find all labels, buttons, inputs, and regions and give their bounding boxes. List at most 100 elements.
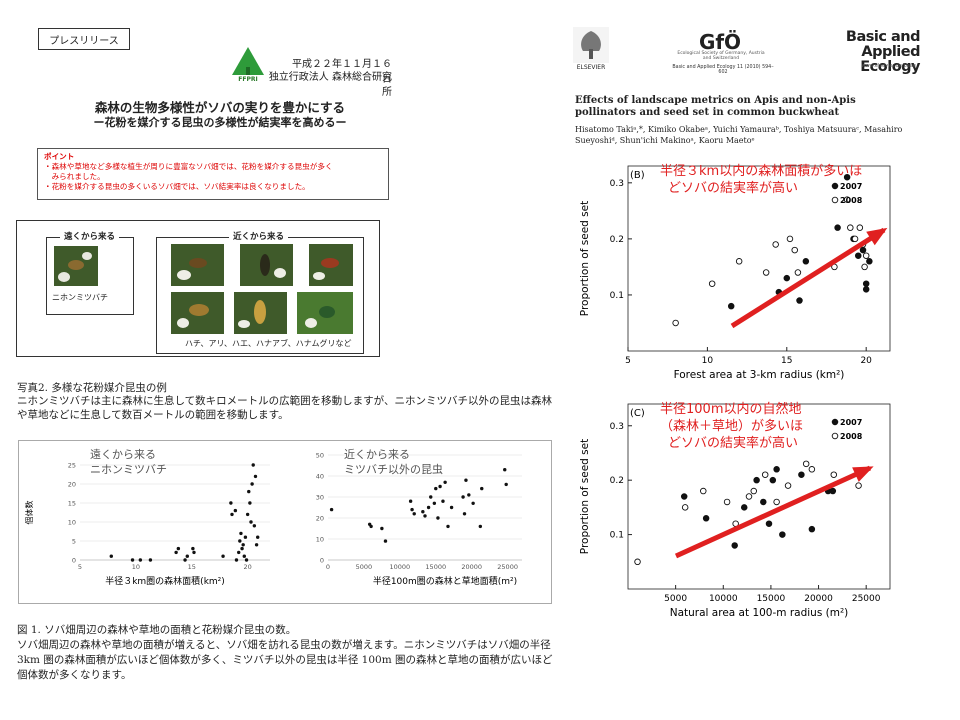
data-point-2007 — [859, 246, 867, 254]
chart-title-line: 近くから来る — [344, 448, 410, 461]
annotation-b-line: 半径３km以内の森林面積が多いほ — [660, 164, 863, 179]
data-point-2008 — [808, 466, 816, 473]
y-tick-label: 15 — [68, 500, 76, 508]
data-point — [239, 531, 243, 536]
data-point-2008 — [700, 487, 707, 495]
data-point — [441, 499, 445, 503]
data-point — [243, 535, 248, 539]
document-title: 森林の生物多様性がソバの実りを豊かにする — [94, 100, 346, 115]
gfo-society: Ecological Society of Germany, Austria a… — [677, 51, 765, 61]
data-point — [446, 524, 450, 529]
legend-marker — [831, 418, 839, 426]
data-point — [176, 546, 181, 551]
chart-title-line: ミツバチ以外の昆虫 — [344, 463, 443, 476]
y-tick-label: 30 — [316, 494, 324, 502]
data-point — [244, 558, 249, 562]
data-point-2007 — [731, 542, 738, 549]
y-tick-label: 20 — [316, 515, 324, 523]
y-tick-label: 0.1 — [610, 531, 624, 541]
annotation-c-line: 半径100m以内の自然地 — [660, 402, 802, 417]
x-axis-label: 半径100m圏の森林と草地面積(m²) — [373, 575, 517, 587]
plot-frame — [627, 165, 891, 352]
far-label: 遠くから来る — [60, 230, 120, 242]
data-point-2008 — [750, 487, 758, 495]
x-tick-label: 15000 — [425, 563, 446, 571]
data-point — [443, 480, 447, 484]
data-point — [245, 512, 250, 517]
organization-name: 独立行政法人 森林総合研究所 — [268, 72, 392, 98]
insect-photo-6 — [297, 292, 353, 334]
data-point — [237, 550, 241, 555]
logo-text: FFPRI — [238, 76, 258, 83]
x-axis-label: Forest area at 3-km radius (km²) — [674, 369, 845, 381]
data-point — [380, 526, 384, 531]
data-point-2008 — [762, 269, 770, 276]
y-tick-label: 10 — [68, 519, 76, 527]
data-point-2008 — [672, 319, 679, 327]
data-point — [191, 546, 195, 551]
insect-photo-1 — [171, 244, 224, 286]
data-point — [252, 524, 257, 528]
data-point-2007 — [769, 476, 777, 484]
x-axis-label: Natural area at 100-m radius (m²) — [670, 607, 849, 619]
x-tick-label: 10000 — [709, 594, 738, 604]
data-point-2008 — [862, 252, 870, 259]
non-apis-count-chart: 0 10 20 30 40 50 0 5000 10000 15000 20000 25000 近くから… — [316, 448, 522, 587]
data-point-2007 — [862, 280, 870, 287]
data-point — [130, 558, 135, 562]
data-point — [247, 489, 251, 494]
data-point — [256, 535, 260, 539]
data-point-2007 — [854, 252, 862, 259]
data-point-2008 — [784, 482, 792, 489]
data-point — [478, 524, 483, 529]
gfo-logo: GfÖ — [698, 30, 742, 54]
figure1-title: 図 1. ソバ畑周辺の森林や草地の面積と花粉媒介昆虫の数。 — [17, 624, 297, 636]
panel-label: (B) — [630, 170, 645, 181]
data-point — [383, 539, 388, 543]
point-line: みられました。 — [44, 172, 105, 181]
natural-area-seed-set-chart: 0.1 0.2 0.3 5000 10000 15000 20000 25000 (C) Natu… — [579, 403, 891, 619]
data-point-2007 — [796, 297, 803, 304]
data-point — [464, 478, 468, 482]
insect-photo-4 — [171, 292, 224, 334]
data-point-2007 — [760, 498, 767, 506]
data-point — [251, 463, 255, 467]
figure1-frame — [18, 440, 552, 604]
trend-arrow-head — [866, 227, 888, 246]
data-point — [421, 510, 425, 514]
x-axis-label: 半径３km圏の森林面積(km²) — [105, 575, 225, 587]
x-tick-label: 5 — [78, 563, 82, 571]
data-point — [449, 505, 454, 510]
data-point — [230, 512, 234, 517]
data-point-2008 — [723, 498, 731, 506]
data-point — [253, 474, 258, 479]
journal-name: Basic and Applied Ecology — [845, 29, 921, 75]
data-point-2007 — [702, 515, 710, 522]
y-axis-label: Proportion of seed set — [579, 201, 591, 316]
annotation-b-line: どソバの結実率が高い — [668, 181, 799, 196]
near-label: 近くから来る — [229, 230, 289, 242]
data-point — [250, 482, 254, 486]
point-box: ポイント ・森林や草地など多様な植生が周りに豊富なソバ畑では、花粉を媒介する昆虫… — [37, 148, 389, 200]
legend-label: 2007 — [840, 182, 862, 191]
data-point — [423, 514, 427, 518]
annotation-c-line: どソバの結実率が高い — [668, 436, 799, 451]
x-tick-label: 10 — [702, 356, 714, 366]
data-point — [148, 558, 153, 562]
data-point — [461, 495, 465, 499]
y-tick-label: 20 — [68, 481, 76, 489]
figure1-text: ソバ畑周辺の森林や草地の面積が増えると、ソバ畑を訪れる昆虫の数が増えます。ニホン… — [17, 639, 553, 681]
x-tick-label: 20 — [244, 563, 252, 571]
y-tick-label: 0.3 — [610, 422, 624, 432]
data-point-2008 — [830, 471, 838, 478]
data-point — [462, 512, 467, 516]
data-point-2007 — [802, 258, 810, 265]
data-point — [429, 495, 433, 499]
data-point-2008 — [791, 246, 798, 254]
data-point-2008 — [843, 196, 851, 203]
data-point-2008 — [772, 241, 779, 248]
data-point — [329, 507, 334, 512]
data-point-2007 — [753, 476, 760, 484]
data-point — [471, 501, 475, 505]
document-subtitle: ー花粉を媒介する昆虫の多様性が結実率を高めるー — [93, 116, 347, 129]
